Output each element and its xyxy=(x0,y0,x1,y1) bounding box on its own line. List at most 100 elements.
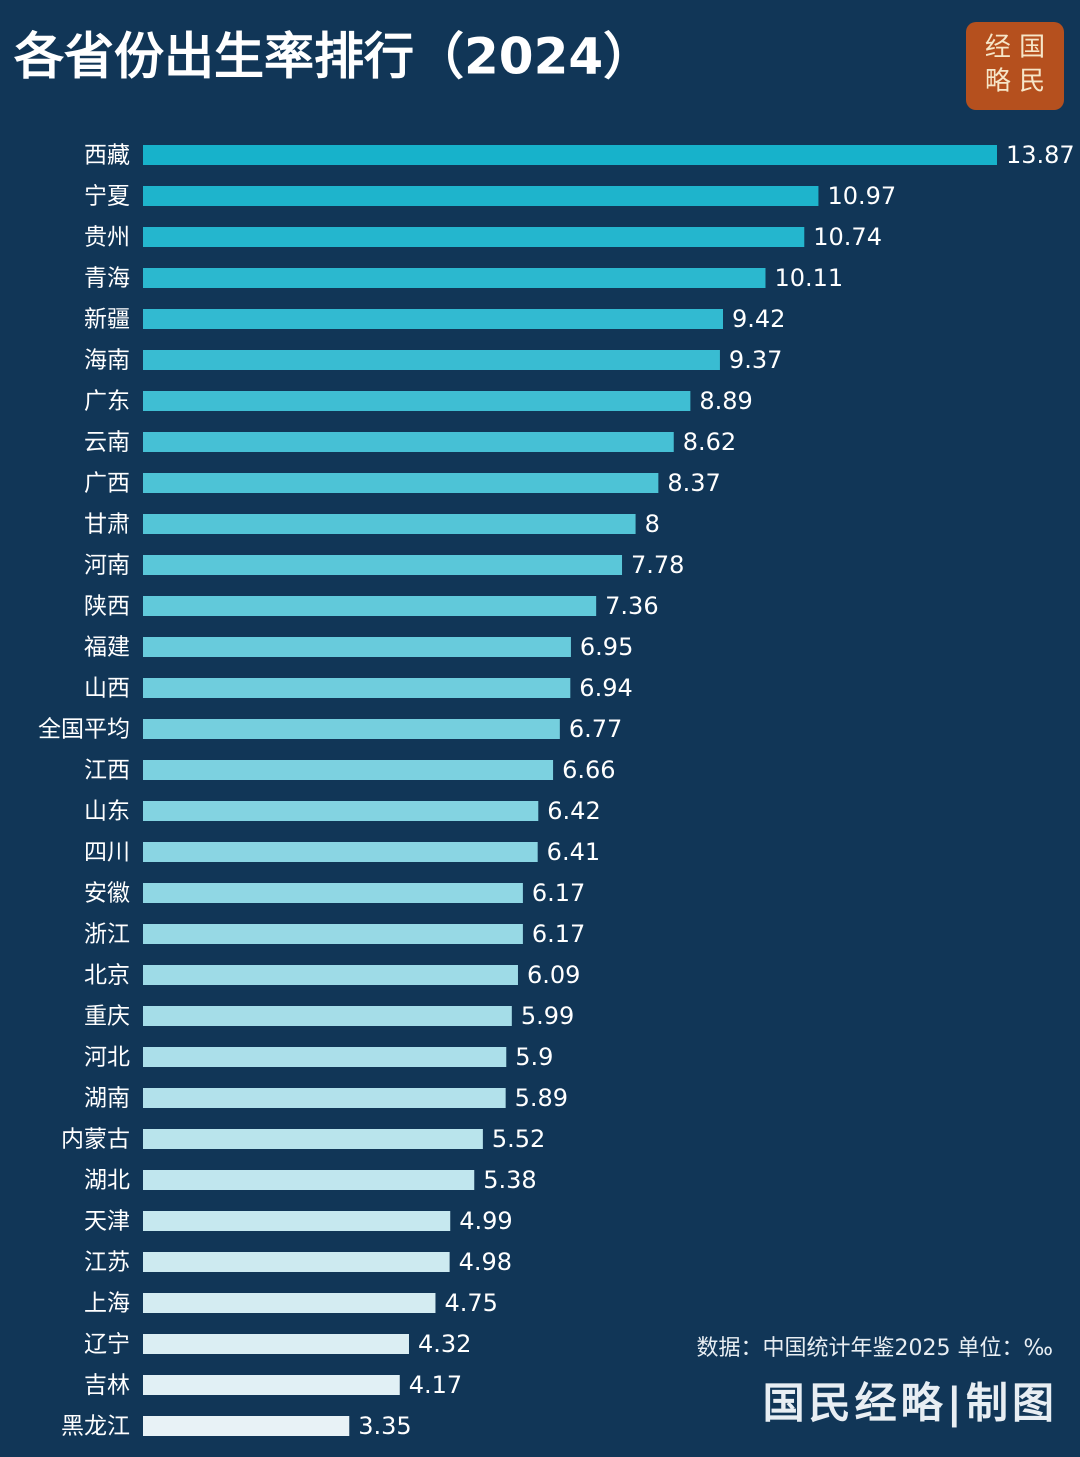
value-label: 3.35 xyxy=(358,1412,411,1440)
bar xyxy=(143,1416,350,1436)
value-label: 5.52 xyxy=(492,1125,545,1153)
value-label: 6.41 xyxy=(547,838,600,866)
value-label: 6.09 xyxy=(527,961,580,989)
value-label: 9.37 xyxy=(729,346,782,374)
bar xyxy=(143,145,997,165)
value-label: 6.17 xyxy=(532,920,585,948)
value-label: 8 xyxy=(645,510,660,538)
bar xyxy=(143,1047,507,1067)
value-label: 4.75 xyxy=(444,1289,497,1317)
value-label: 9.42 xyxy=(732,305,785,333)
value-label: 5.89 xyxy=(515,1084,568,1112)
y-tick-label: 西藏 xyxy=(84,143,130,169)
bar xyxy=(143,1006,512,1026)
bar xyxy=(143,555,623,575)
bar xyxy=(143,1293,436,1313)
logo-text: 略 民 xyxy=(985,67,1045,97)
value-label: 4.99 xyxy=(459,1207,512,1235)
bar xyxy=(143,227,805,247)
bar xyxy=(143,596,597,616)
bar xyxy=(143,924,523,944)
bar xyxy=(143,801,539,821)
chart-title: 各省份出生率排行（2024） xyxy=(14,28,653,86)
y-tick-label: 天津 xyxy=(84,1209,130,1235)
bar xyxy=(143,1170,475,1190)
y-tick-label: 四川 xyxy=(84,840,130,866)
y-tick-label: 吉林 xyxy=(84,1373,130,1399)
y-tick-label: 海南 xyxy=(84,348,130,374)
bar xyxy=(143,965,518,985)
value-label: 7.78 xyxy=(631,551,684,579)
bar xyxy=(143,719,560,739)
value-label: 10.97 xyxy=(827,182,896,210)
bar xyxy=(143,1129,483,1149)
y-tick-label: 湖南 xyxy=(84,1086,130,1112)
y-tick-label: 青海 xyxy=(84,266,130,292)
value-label: 6.66 xyxy=(562,756,615,784)
bar xyxy=(143,309,724,329)
bar xyxy=(143,186,819,206)
bar xyxy=(143,1334,409,1354)
y-tick-label: 河南 xyxy=(84,553,130,579)
value-label: 6.77 xyxy=(569,715,622,743)
value-label: 7.36 xyxy=(605,592,658,620)
value-label: 6.95 xyxy=(580,633,633,661)
logo-text: 经 国 xyxy=(985,33,1045,63)
value-label: 10.11 xyxy=(774,264,843,292)
bar xyxy=(143,1375,400,1395)
bar xyxy=(143,473,659,493)
value-label: 10.74 xyxy=(813,223,882,251)
y-tick-label: 安徽 xyxy=(84,881,130,907)
y-tick-label: 新疆 xyxy=(84,307,130,333)
logo-box xyxy=(966,22,1064,110)
y-tick-label: 江西 xyxy=(84,758,130,784)
value-label: 4.98 xyxy=(459,1248,512,1276)
y-tick-label: 浙江 xyxy=(84,922,130,948)
value-label: 13.87 xyxy=(1006,141,1075,169)
value-label: 8.89 xyxy=(699,387,752,415)
bar xyxy=(143,391,691,411)
y-tick-label: 江苏 xyxy=(84,1250,130,1276)
bar xyxy=(143,1252,450,1272)
y-tick-label: 黑龙江 xyxy=(61,1414,130,1440)
value-label: 8.62 xyxy=(683,428,736,456)
credit: 国民经略|制图 xyxy=(763,1379,1058,1428)
y-tick-label: 山东 xyxy=(84,799,130,825)
value-label: 6.17 xyxy=(532,879,585,907)
value-label: 6.94 xyxy=(579,674,632,702)
value-label: 4.17 xyxy=(409,1371,462,1399)
source-note: 数据：中国统计年鉴2025 单位：‰ xyxy=(696,1336,1053,1361)
bar xyxy=(143,883,523,903)
value-label: 4.32 xyxy=(418,1330,471,1358)
bar xyxy=(143,514,636,534)
y-tick-label: 甘肃 xyxy=(84,512,130,538)
value-label: 5.99 xyxy=(521,1002,574,1030)
bar xyxy=(143,842,538,862)
y-tick-label: 辽宁 xyxy=(84,1332,130,1358)
y-tick-label: 全国平均 xyxy=(38,717,130,743)
y-tick-label: 山西 xyxy=(84,676,130,702)
y-tick-label: 福建 xyxy=(84,635,130,661)
bar xyxy=(143,1088,506,1108)
y-tick-label: 内蒙古 xyxy=(61,1127,130,1153)
value-label: 8.37 xyxy=(667,469,720,497)
y-tick-label: 湖北 xyxy=(84,1168,130,1194)
y-tick-label: 陕西 xyxy=(84,594,130,620)
bar xyxy=(143,678,571,698)
y-tick-label: 上海 xyxy=(84,1291,130,1317)
y-tick-label: 云南 xyxy=(84,430,130,456)
bar xyxy=(143,760,554,780)
bar xyxy=(143,350,720,370)
y-tick-label: 广西 xyxy=(84,471,130,497)
y-tick-label: 贵州 xyxy=(84,225,130,251)
y-tick-label: 北京 xyxy=(84,963,130,989)
value-label: 5.9 xyxy=(515,1043,553,1071)
y-tick-label: 宁夏 xyxy=(84,184,130,210)
bar xyxy=(143,1211,451,1231)
y-tick-label: 河北 xyxy=(84,1045,130,1071)
bar xyxy=(143,268,766,288)
y-tick-label: 广东 xyxy=(84,389,130,415)
value-label: 6.42 xyxy=(547,797,600,825)
